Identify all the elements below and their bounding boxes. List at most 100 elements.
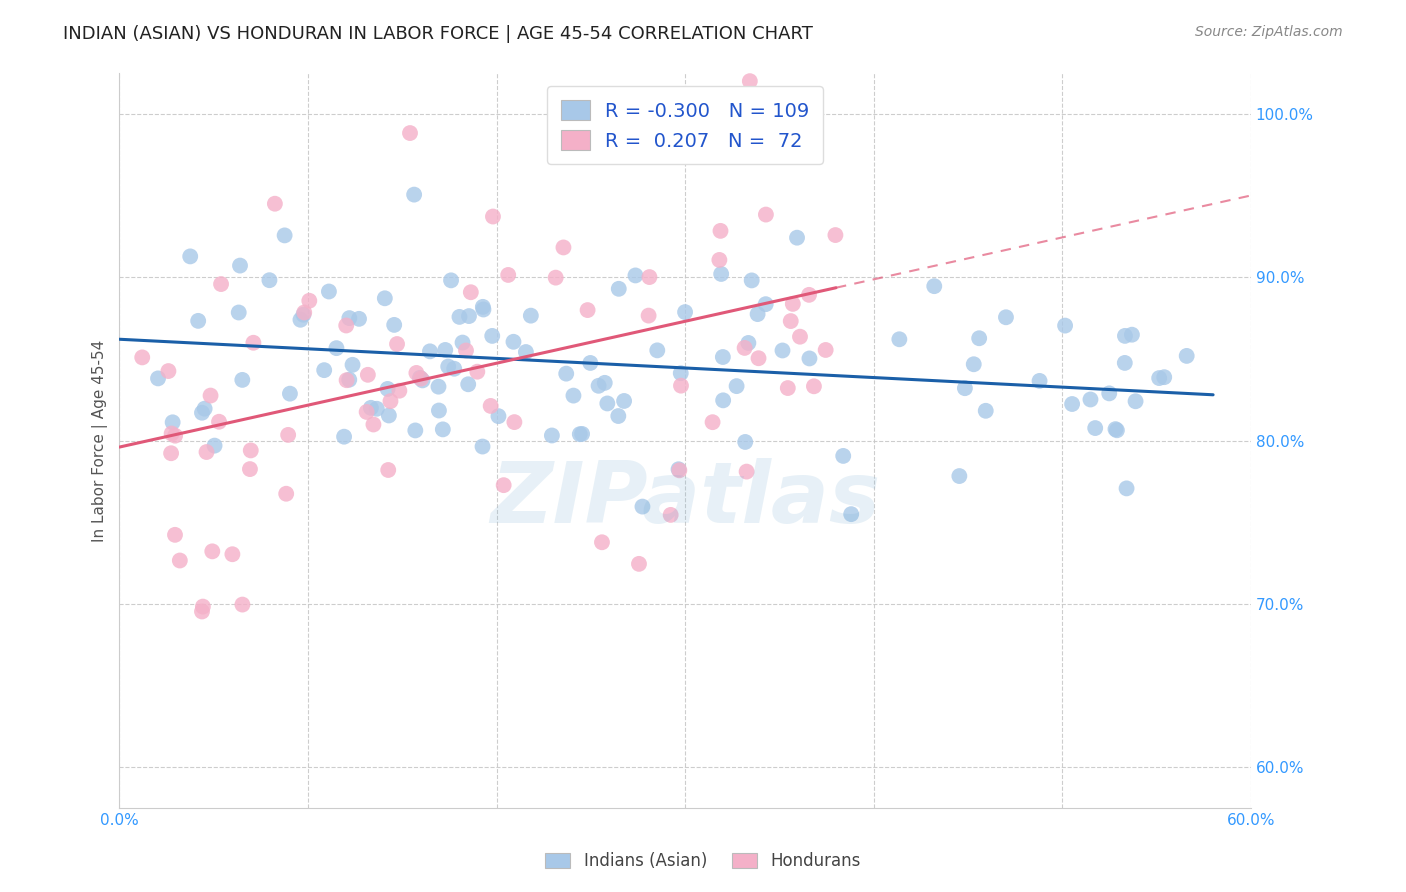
Point xyxy=(325,341,347,355)
Point xyxy=(278,386,301,401)
Point xyxy=(553,240,575,254)
Point xyxy=(231,598,253,612)
Point xyxy=(673,305,696,319)
Point xyxy=(419,344,441,359)
Point xyxy=(669,366,692,380)
Legend: R = -0.300   N = 109, R =  0.207   N =  72: R = -0.300 N = 109, R = 0.207 N = 72 xyxy=(547,87,824,164)
Point xyxy=(1062,397,1084,411)
Point xyxy=(562,388,585,402)
Point xyxy=(157,364,180,378)
Point xyxy=(737,335,759,350)
Point xyxy=(1115,482,1137,496)
Point xyxy=(751,130,773,145)
Point xyxy=(755,297,778,311)
Point xyxy=(162,415,184,429)
Point xyxy=(471,440,494,454)
Point xyxy=(458,309,481,323)
Point xyxy=(994,310,1017,325)
Point xyxy=(1153,370,1175,384)
Point xyxy=(607,409,630,423)
Point xyxy=(360,401,382,415)
Point xyxy=(333,430,356,444)
Text: Source: ZipAtlas.com: Source: ZipAtlas.com xyxy=(1195,25,1343,39)
Point xyxy=(460,285,482,300)
Point xyxy=(160,426,183,441)
Point xyxy=(437,359,460,374)
Point xyxy=(832,449,855,463)
Point xyxy=(747,307,769,321)
Point xyxy=(404,424,426,438)
Point xyxy=(576,303,599,318)
Point xyxy=(264,196,287,211)
Point xyxy=(814,343,837,357)
Point xyxy=(711,350,734,364)
Point xyxy=(336,373,359,387)
Point xyxy=(607,282,630,296)
Point xyxy=(889,332,911,346)
Point xyxy=(974,404,997,418)
Point xyxy=(380,394,402,409)
Point xyxy=(1125,394,1147,409)
Point xyxy=(337,311,360,326)
Point xyxy=(298,293,321,308)
Point xyxy=(273,228,295,243)
Point xyxy=(454,343,477,358)
Point xyxy=(786,230,808,244)
Point xyxy=(195,445,218,459)
Point xyxy=(482,210,505,224)
Point xyxy=(388,384,411,398)
Point xyxy=(702,415,724,429)
Point xyxy=(427,403,450,417)
Point xyxy=(239,462,262,476)
Point xyxy=(434,343,457,357)
Point xyxy=(292,305,315,319)
Point xyxy=(631,500,654,514)
Point xyxy=(963,357,986,371)
Point xyxy=(209,277,232,291)
Point xyxy=(465,365,488,379)
Point xyxy=(221,547,243,561)
Point xyxy=(146,371,169,385)
Point xyxy=(1105,423,1128,437)
Point xyxy=(409,371,432,385)
Point xyxy=(412,373,434,387)
Point xyxy=(1084,421,1107,435)
Point xyxy=(725,379,748,393)
Point xyxy=(637,309,659,323)
Point xyxy=(404,187,426,202)
Legend: Indians (Asian), Hondurans: Indians (Asian), Hondurans xyxy=(538,846,868,877)
Point xyxy=(194,401,217,416)
Point xyxy=(735,465,758,479)
Point xyxy=(496,268,519,282)
Point xyxy=(1175,349,1198,363)
Point xyxy=(163,528,186,542)
Point xyxy=(191,406,214,420)
Point xyxy=(208,415,231,429)
Point xyxy=(427,379,450,393)
Point xyxy=(747,351,769,366)
Point xyxy=(1104,422,1126,436)
Point xyxy=(1121,327,1143,342)
Point xyxy=(160,446,183,460)
Point xyxy=(668,462,690,476)
Point xyxy=(571,426,593,441)
Point xyxy=(541,428,564,442)
Point xyxy=(789,329,811,343)
Point xyxy=(488,409,510,424)
Point xyxy=(200,388,222,402)
Point xyxy=(377,382,399,396)
Point xyxy=(481,329,503,343)
Point xyxy=(357,368,380,382)
Point xyxy=(191,599,214,614)
Point xyxy=(659,508,682,522)
Point xyxy=(503,415,526,429)
Point xyxy=(515,345,537,359)
Point xyxy=(1114,356,1136,370)
Point xyxy=(668,463,690,477)
Point xyxy=(277,428,299,442)
Point xyxy=(738,74,761,88)
Text: INDIAN (ASIAN) VS HONDURAN IN LABOR FORCE | AGE 45-54 CORRELATION CHART: INDIAN (ASIAN) VS HONDURAN IN LABOR FORC… xyxy=(63,25,813,43)
Point xyxy=(409,371,432,385)
Y-axis label: In Labor Force | Age 45-54: In Labor Force | Age 45-54 xyxy=(93,339,108,541)
Point xyxy=(472,302,495,317)
